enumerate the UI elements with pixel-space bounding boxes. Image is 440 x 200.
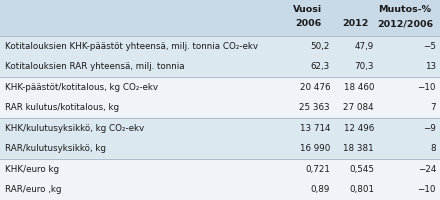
Text: 62,3: 62,3: [311, 62, 330, 71]
Text: 47,9: 47,9: [355, 42, 374, 51]
Text: 16 990: 16 990: [300, 144, 330, 153]
Text: 12 496: 12 496: [344, 124, 374, 133]
Text: Vuosi: Vuosi: [293, 5, 323, 15]
Text: 2012: 2012: [342, 20, 368, 28]
Text: 7: 7: [430, 103, 436, 112]
Bar: [0, 36, 440, 56]
Text: KHK/kulutusyksikkö, kg CO₂-ekv: KHK/kulutusyksikkö, kg CO₂-ekv: [5, 124, 144, 133]
Text: 27 084: 27 084: [343, 103, 374, 112]
Text: 0,89: 0,89: [311, 185, 330, 194]
Bar: [0, 0, 440, 36]
Text: 13: 13: [425, 62, 436, 71]
Text: 18 460: 18 460: [344, 83, 374, 92]
Text: KHK-päästöt/kotitalous, kg CO₂-ekv: KHK-päästöt/kotitalous, kg CO₂-ekv: [5, 83, 158, 92]
Text: −5: −5: [423, 42, 436, 51]
Text: −10: −10: [418, 185, 436, 194]
Text: −10: −10: [418, 83, 436, 92]
Text: 25 363: 25 363: [299, 103, 330, 112]
Text: RAR kulutus/kotitalous, kg: RAR kulutus/kotitalous, kg: [5, 103, 119, 112]
Bar: [0, 118, 440, 138]
Text: 2006: 2006: [295, 20, 321, 28]
Text: Kotitalouksien KHK-päästöt yhteensä, milj. tonnia CO₂-ekv: Kotitalouksien KHK-päästöt yhteensä, mil…: [5, 42, 258, 51]
Text: RAR/euro ,kg: RAR/euro ,kg: [5, 185, 62, 194]
Text: Kotitalouksien RAR yhteensä, milj. tonnia: Kotitalouksien RAR yhteensä, milj. tonni…: [5, 62, 185, 71]
Text: −24: −24: [418, 165, 436, 174]
Text: 0,721: 0,721: [305, 165, 330, 174]
Bar: [0, 180, 440, 200]
Bar: [0, 77, 440, 98]
Text: 20 476: 20 476: [300, 83, 330, 92]
Text: 0,545: 0,545: [349, 165, 374, 174]
Text: 13 714: 13 714: [300, 124, 330, 133]
Text: 2012/2006: 2012/2006: [377, 20, 433, 28]
Text: Muutos-%: Muutos-%: [378, 5, 432, 15]
Bar: [0, 98, 440, 118]
Bar: [0, 138, 440, 159]
Text: 70,3: 70,3: [355, 62, 374, 71]
Text: −9: −9: [423, 124, 436, 133]
Text: RAR/kulutusyksikkö, kg: RAR/kulutusyksikkö, kg: [5, 144, 106, 153]
Text: 50,2: 50,2: [311, 42, 330, 51]
Bar: [0, 159, 440, 180]
Text: KHK/euro kg: KHK/euro kg: [5, 165, 59, 174]
Bar: [0, 56, 440, 77]
Text: 18 381: 18 381: [343, 144, 374, 153]
Text: 8: 8: [430, 144, 436, 153]
Text: 0,801: 0,801: [349, 185, 374, 194]
